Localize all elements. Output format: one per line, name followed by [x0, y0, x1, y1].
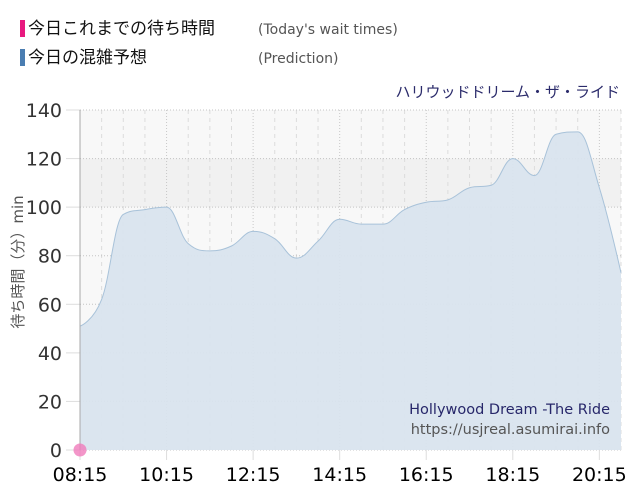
- y-axis-label: 0: [50, 440, 62, 462]
- y-axis-label: 120: [26, 149, 62, 171]
- watermark-attraction-name: Hollywood Dream -The Ride: [409, 402, 610, 418]
- x-axis-label: 18:15: [485, 464, 540, 486]
- y-axis-label: 140: [26, 100, 62, 122]
- y-axis-label: 40: [38, 343, 62, 365]
- legend-sub-prediction: (Prediction): [258, 51, 339, 67]
- y-axis-label: 60: [38, 294, 62, 316]
- prediction-area: [80, 131, 621, 450]
- x-axis-label: 16:15: [399, 464, 454, 486]
- watermark-url: https://usjreal.asumirai.info: [410, 422, 610, 438]
- y-axis-label: 100: [26, 197, 62, 219]
- legend-color-prediction: [20, 49, 25, 66]
- x-axis-label: 14:15: [312, 464, 367, 486]
- x-axis-label: 12:15: [226, 464, 281, 486]
- legend-label-prediction: 今日の混雑予想: [28, 48, 147, 68]
- y-axis-title: 待ち時間（分）min: [9, 195, 27, 328]
- y-axis-label: 20: [38, 391, 62, 413]
- chart-title: ハリウッドドリーム・ザ・ライド: [395, 83, 620, 101]
- prediction-line: [79, 131, 622, 327]
- x-axis-label: 20:15: [572, 464, 627, 486]
- today-wait-point: [73, 443, 87, 457]
- y-axis-label: 80: [38, 246, 62, 268]
- legend-sub-today: (Today's wait times): [258, 22, 398, 38]
- x-axis-label: 10:15: [139, 464, 194, 486]
- legend-label-today: 今日これまでの待ち時間: [28, 19, 215, 39]
- legend-color-today: [20, 20, 25, 37]
- x-axis-label: 08:15: [53, 464, 108, 486]
